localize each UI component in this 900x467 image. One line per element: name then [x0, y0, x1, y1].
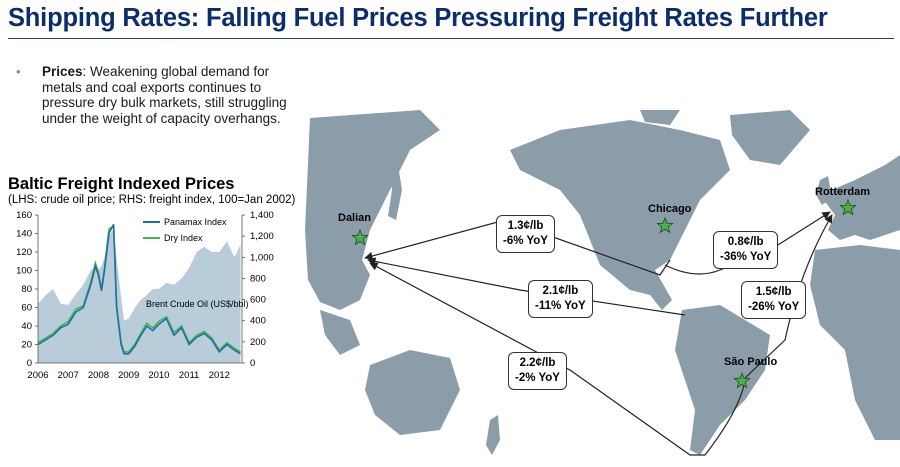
route-saopaulo-dalian	[369, 262, 746, 456]
tick-label-right: 1,000	[250, 252, 274, 263]
tick-label-right: 400	[250, 316, 266, 327]
tick-label-left: 160	[16, 210, 32, 221]
series-area-brent	[38, 228, 241, 363]
north-america-landmass	[510, 120, 730, 310]
city-label-chicago: Chicago	[648, 203, 692, 215]
city-label-dalian: Dalian	[338, 212, 372, 224]
shipping-routes	[364, 211, 833, 456]
callout-gulf-rotterdam: 0.8¢/lb -36% YoY	[713, 231, 779, 269]
tick-label-right: 0	[250, 358, 255, 369]
new-zealand	[486, 415, 500, 455]
japan-island	[388, 165, 402, 220]
callout-chicago-dalian: 1.3¢/lb -6% YoY	[496, 215, 555, 253]
legend-label: Dry Index	[164, 233, 203, 243]
title-divider	[8, 38, 894, 39]
bullet-label: Prices	[42, 64, 83, 79]
tick-label-right: 600	[250, 295, 266, 306]
city-star-icon-3	[733, 371, 751, 389]
route-gulf-dalian	[367, 257, 686, 316]
tick-label-left: 80	[21, 284, 32, 295]
callout-saopaulo-dalian: 2.2¢/lb -2% YoY	[508, 352, 567, 390]
europe-landmass	[820, 155, 900, 240]
tick-label-left: 20	[21, 340, 32, 351]
tick-label-left: 40	[21, 321, 32, 332]
greenland-island	[730, 110, 810, 165]
world-map	[305, 110, 900, 456]
tick-label-x: 2011	[179, 370, 199, 381]
tick-label-right: 200	[250, 337, 266, 348]
tick-label-x: 2006	[27, 370, 48, 381]
tick-label-x: 2007	[58, 370, 79, 381]
page-title: Shipping Rates: Falling Fuel Prices Pres…	[8, 4, 828, 32]
tick-label-left: 0	[27, 358, 32, 369]
series-line-panamax	[37, 223, 241, 355]
series-label-brent: Brent Crude Oil (US$/bbl)	[146, 299, 249, 309]
tick-label-left: 120	[16, 247, 32, 258]
tick-label-right: 800	[250, 273, 266, 284]
freight-chart: 0 20 40 60 80 100 120 140 160 0 200 400 600 800 1,000 1…	[16, 210, 274, 381]
legend-label: Panamax Index	[164, 217, 227, 227]
arctic-islands	[640, 110, 680, 125]
city-label-rotterdam: Rotterdam	[815, 186, 871, 198]
route-gulf-rotterdam	[664, 211, 831, 275]
tick-label-left: 60	[21, 303, 32, 314]
bullet-point: • Prices: Weakening global demand for me…	[16, 64, 290, 126]
route-saopaulo-rotterdam	[744, 214, 833, 379]
tick-label-right: 1,200	[250, 231, 274, 242]
asia-landmass	[305, 110, 440, 310]
chart-title: Baltic Freight Indexed Prices	[8, 175, 235, 193]
route-chicago-dalian	[364, 219, 671, 276]
britain-island	[816, 176, 832, 205]
bullet-text: : Weakening global demand for metals and…	[42, 64, 287, 126]
tick-label-right: 1,400	[250, 210, 274, 221]
tick-label-x: 2012	[209, 370, 230, 381]
bullet-dot-icon: •	[16, 64, 21, 79]
tick-label-x: 2008	[88, 370, 109, 381]
city-star-icon-2	[839, 198, 857, 216]
south-america-landmass	[675, 305, 770, 455]
chart-subtitle: (LHS: crude oil price; RHS: freight inde…	[8, 194, 296, 206]
tick-label-x: 2010	[148, 370, 169, 381]
city-star-icon-1	[656, 216, 674, 234]
callout-saopaulo-rotterdam: 1.5¢/lb -26% YoY	[741, 281, 807, 319]
callout-gulf-dalian: 2.1¢/lb -11% YoY	[528, 280, 593, 318]
land-masses	[305, 110, 900, 455]
tick-label-left: 100	[16, 266, 32, 277]
city-label-sao-paulo: São Paulo	[724, 356, 778, 368]
tick-label-x: 2009	[118, 370, 139, 381]
tick-label-left: 140	[16, 229, 32, 240]
australia-landmass	[365, 350, 460, 435]
southeast-asia	[320, 310, 360, 355]
series-line-dry-index	[37, 224, 241, 353]
africa-landmass	[810, 245, 900, 440]
city-star-icon-0	[351, 228, 369, 246]
